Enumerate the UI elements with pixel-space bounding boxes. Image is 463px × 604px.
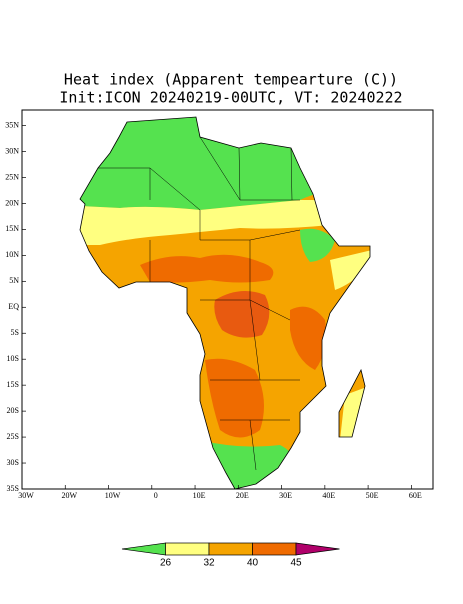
- y-tick-label: 25N: [5, 172, 19, 181]
- y-tick-label: 15N: [5, 224, 19, 233]
- axes: 30W 20W 10W 0 10E 20E 30E 40E 50E 60E 35N 30N 25N 20N…: [5, 120, 422, 499]
- y-tick-label: 20N: [5, 198, 19, 207]
- borders: [98, 136, 301, 471]
- map-subtitle: Init:ICON 20240219-00UTC, VT: 20240222: [59, 89, 402, 107]
- y-tick-label: 25S: [7, 432, 19, 441]
- x-tick-label: 30E: [279, 491, 292, 500]
- heat-field: [80, 117, 370, 489]
- map-title: Heat index (Apparent tempearture (C)): [64, 71, 398, 89]
- x-tick-label: 20W: [61, 491, 77, 500]
- y-tick-label: 30N: [5, 146, 19, 155]
- y-tick-label: 35S: [7, 484, 19, 493]
- y-tick-label: 15S: [7, 380, 19, 389]
- colorbar-segment: [165, 542, 210, 556]
- x-tick-label: 50E: [366, 491, 379, 500]
- x-tick-label: 10E: [193, 491, 206, 500]
- colorbar-segment: [208, 542, 253, 556]
- colorbar-under: [121, 542, 166, 556]
- x-tick-label: 40E: [322, 491, 335, 500]
- x-tick-label: 30W: [18, 491, 34, 500]
- coastline: [79, 116, 371, 490]
- x-tick-label: 10W: [105, 491, 121, 500]
- y-tick-label: 10N: [5, 250, 19, 259]
- y-tick-label: 35N: [5, 120, 19, 129]
- colorbar-label: 26: [160, 558, 172, 569]
- y-tick-label: 10S: [7, 354, 19, 363]
- colorbar-label: 45: [290, 558, 302, 569]
- map-frame: [21, 109, 434, 490]
- y-tick-label: 5N: [9, 276, 19, 285]
- x-tick-label: 20E: [236, 491, 249, 500]
- y-tick-label: 30S: [7, 458, 19, 467]
- y-tick-label: EQ: [8, 302, 19, 311]
- colorbar: 26 32 40 45: [121, 542, 340, 569]
- colorbar-over: [295, 542, 340, 556]
- x-tick-label: 60E: [409, 491, 422, 500]
- colorbar-label: 32: [203, 558, 215, 569]
- x-tick-label: 0: [154, 491, 158, 500]
- y-tick-label: 20S: [7, 406, 19, 415]
- colorbar-label: 40: [247, 558, 259, 569]
- y-tick-label: 5S: [11, 328, 19, 337]
- colorbar-segment: [252, 542, 297, 556]
